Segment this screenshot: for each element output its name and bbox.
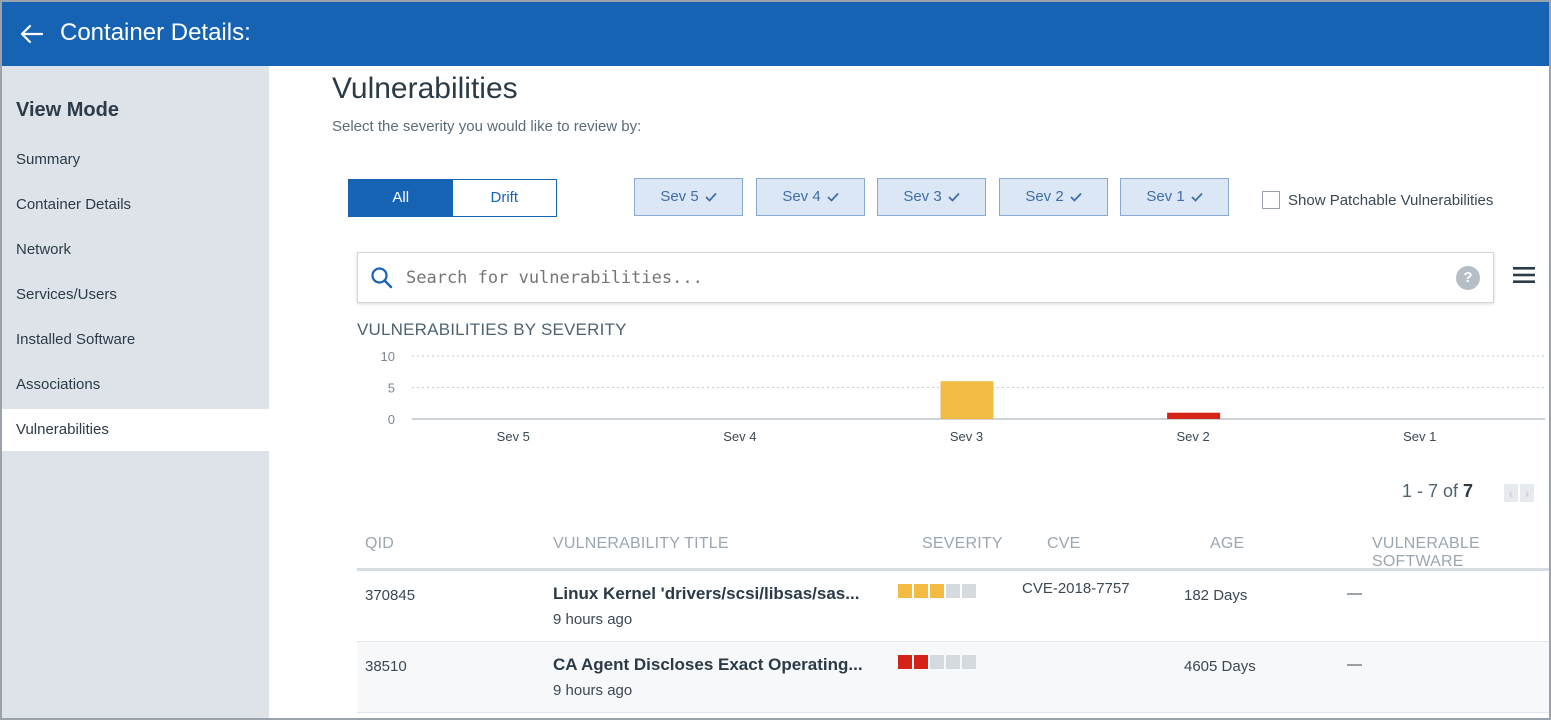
sev5-filter-button[interactable]: Sev 5: [634, 178, 743, 216]
col-header-severity[interactable]: SEVERITY: [922, 535, 1003, 552]
severity-bars: [898, 655, 976, 669]
severity-segment: [898, 584, 912, 598]
sidebar-item-vulnerabilities[interactable]: Vulnerabilities: [2, 409, 269, 451]
sev1-filter-button[interactable]: Sev 1: [1120, 178, 1229, 216]
search-icon: [371, 267, 393, 289]
y-tick-label: 5: [388, 381, 395, 396]
table-row[interactable]: 370845 Linux Kernel 'drivers/scsi/libsas…: [357, 571, 1549, 642]
severity-segment: [962, 584, 976, 598]
toggle-all-button[interactable]: All: [349, 180, 453, 216]
severity-segment: [946, 584, 960, 598]
sidebar-heading: View Mode: [16, 99, 119, 121]
sidebar-item-installed-software[interactable]: Installed Software: [16, 331, 136, 348]
x-tick-label: Sev 1: [1403, 429, 1436, 444]
help-icon[interactable]: ?: [1456, 266, 1480, 290]
check-icon: [827, 192, 839, 202]
sev5-filter-label: Sev 5: [660, 188, 699, 205]
hamburger-menu-icon[interactable]: [1513, 266, 1535, 284]
severity-segment: [914, 584, 928, 598]
severity-bar-chart: 0 5 10 Sev 5 Sev 4 Sev 3 Sev 2 Sev 1: [381, 349, 1545, 444]
page-title: Vulnerabilities: [332, 72, 518, 105]
age-cell: 4605 Days: [1184, 658, 1256, 675]
col-header-qid[interactable]: QID: [365, 535, 395, 552]
page-subtitle: Select the severity you would like to re…: [332, 118, 642, 135]
prev-page-button[interactable]: ‹: [1504, 484, 1518, 502]
vuln-title-link[interactable]: Linux Kernel 'drivers/scsi/libsas/sas...: [553, 584, 860, 603]
col-header-cve[interactable]: CVE: [1047, 535, 1081, 552]
col-header-age[interactable]: AGE: [1210, 535, 1245, 552]
pagination-total: 7: [1463, 481, 1474, 501]
sidebar-item-associations[interactable]: Associations: [16, 376, 101, 393]
sev3-filter-button[interactable]: Sev 3: [877, 178, 986, 216]
x-tick-label: Sev 4: [723, 429, 756, 444]
sev2-filter-button[interactable]: Sev 2: [999, 178, 1108, 216]
col-header-title[interactable]: VULNERABILITY TITLE: [553, 535, 729, 552]
main-content: Vulnerabilities Select the severity you …: [269, 66, 1549, 718]
view-mode-toggle: All Drift: [348, 179, 557, 217]
severity-segment: [898, 655, 912, 669]
patchable-checkbox[interactable]: [1262, 191, 1280, 209]
toggle-drift-button[interactable]: Drift: [452, 180, 556, 216]
x-tick-label: Sev 3: [950, 429, 983, 444]
check-icon: [705, 192, 717, 202]
check-icon: [1070, 192, 1082, 202]
x-tick-label: Sev 2: [1176, 429, 1209, 444]
sev4-filter-button[interactable]: Sev 4: [756, 178, 865, 216]
sev1-filter-label: Sev 1: [1146, 188, 1185, 205]
detected-time: 9 hours ago: [553, 611, 633, 628]
check-icon: [948, 192, 960, 202]
pagination-text: 1 - 7 of 7: [1402, 481, 1473, 502]
page-header-title: Container Details:: [60, 19, 251, 46]
sidebar-item-services-users[interactable]: Services/Users: [16, 286, 117, 303]
sidebar-item-summary[interactable]: Summary: [16, 151, 81, 168]
patchable-label: Show Patchable Vulnerabilities: [1288, 191, 1494, 209]
severity-segment: [946, 655, 960, 669]
chart-bar: [1167, 412, 1221, 419]
sev4-filter-label: Sev 4: [782, 188, 821, 205]
sidebar-item-container-details[interactable]: Container Details: [16, 196, 132, 213]
sidebar-item-network[interactable]: Network: [16, 241, 72, 258]
header-bar: Container Details:: [2, 2, 1549, 66]
cve-cell[interactable]: CVE-2018-7757: [1022, 580, 1130, 597]
sev3-filter-label: Sev 3: [903, 188, 942, 205]
patchable-toggle[interactable]: Show Patchable Vulnerabilities: [1262, 191, 1493, 209]
severity-bars: [898, 584, 976, 598]
search-input[interactable]: [406, 265, 1406, 291]
software-cell: —: [1347, 656, 1362, 673]
chart-title: VULNERABILITIES BY SEVERITY: [357, 320, 627, 339]
detected-time: 9 hours ago: [553, 682, 633, 699]
check-icon: [1191, 192, 1203, 202]
search-bar: ?: [357, 252, 1494, 303]
qid-cell: 38510: [365, 658, 407, 675]
sidebar: View Mode Summary Container Details Netw…: [2, 66, 269, 718]
arrow-left-icon[interactable]: [18, 20, 46, 48]
severity-segment: [930, 584, 944, 598]
next-page-button[interactable]: ›: [1520, 484, 1534, 502]
qid-cell: 370845: [365, 587, 416, 604]
x-tick-label: Sev 5: [497, 429, 530, 444]
severity-segment: [930, 655, 944, 669]
severity-segment: [962, 655, 976, 669]
table-row[interactable]: 38510 CA Agent Discloses Exact Operating…: [357, 642, 1549, 713]
y-tick-label: 10: [381, 349, 395, 364]
sev2-filter-label: Sev 2: [1025, 188, 1064, 205]
table-header-divider: [357, 568, 1549, 571]
severity-segment: [914, 655, 928, 669]
pagination-range: 1 - 7 of: [1402, 481, 1459, 501]
vuln-title-link[interactable]: CA Agent Discloses Exact Operating...: [553, 655, 863, 674]
age-cell: 182 Days: [1184, 587, 1248, 604]
software-cell: —: [1347, 585, 1362, 602]
y-tick-label: 0: [388, 412, 395, 427]
col-header-software[interactable]: VULNERABLE SOFTWARE: [1372, 535, 1480, 570]
chart-bar: [940, 381, 994, 419]
